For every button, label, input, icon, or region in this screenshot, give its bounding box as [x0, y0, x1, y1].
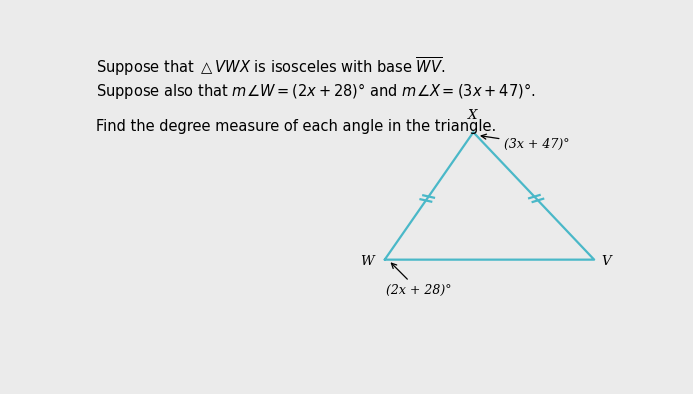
- Text: X: X: [468, 109, 477, 122]
- Text: W: W: [360, 255, 374, 268]
- Text: (2x + 28)°: (2x + 28)°: [386, 263, 451, 297]
- Text: Find the degree measure of each angle in the triangle.: Find the degree measure of each angle in…: [96, 119, 497, 134]
- Text: (3x + 47)°: (3x + 47)°: [481, 134, 570, 151]
- Text: Suppose that $\triangle \mathit{VWX}$ is isosceles with base $\overline{WV}$.: Suppose that $\triangle \mathit{VWX}$ is…: [96, 56, 446, 78]
- Text: Suppose also that $m\angle W=(2x+28)°$ and $m\angle X=(3x+47)°$.: Suppose also that $m\angle W=(2x+28)°$ a…: [96, 81, 536, 101]
- Text: V: V: [601, 255, 611, 268]
